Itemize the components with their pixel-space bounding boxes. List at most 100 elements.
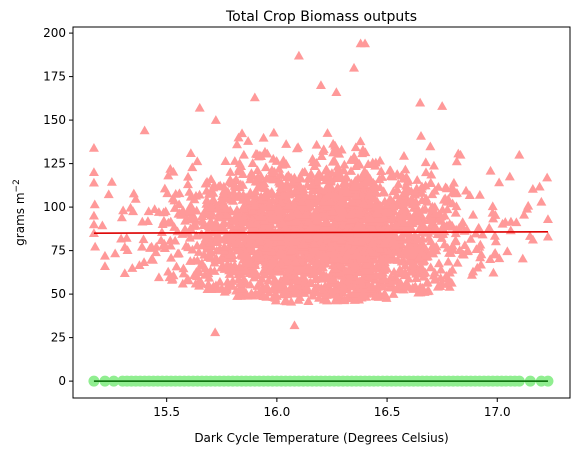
- triangle-point: [281, 274, 292, 283]
- triangle-point: [110, 248, 121, 258]
- triangle-point: [385, 165, 396, 175]
- triangle-point: [305, 277, 316, 287]
- triangle-point: [502, 246, 513, 256]
- triangle-point: [393, 179, 404, 188]
- triangle-point: [436, 264, 447, 274]
- triangle-point: [382, 263, 393, 273]
- triangle-point: [444, 267, 455, 277]
- triangle-point: [255, 236, 266, 246]
- triangle-point: [414, 252, 425, 262]
- triangle-point: [292, 236, 303, 246]
- triangle-point: [198, 216, 209, 226]
- triangle-point: [312, 175, 323, 185]
- triangle-point: [351, 247, 362, 257]
- triangle-point: [99, 261, 110, 271]
- triangle-point: [400, 186, 411, 195]
- x-tick-label: 16.0: [264, 405, 291, 419]
- triangle-point: [293, 294, 304, 304]
- triangle-point: [343, 265, 354, 275]
- triangle-point: [430, 222, 441, 231]
- triangle-point: [234, 189, 245, 199]
- triangle-point: [406, 193, 417, 203]
- triangle-point: [160, 206, 171, 216]
- triangle-point: [210, 327, 221, 337]
- triangle-point: [177, 278, 188, 288]
- triangle-point: [106, 177, 117, 186]
- triangle-point: [374, 244, 385, 253]
- triangle-point: [286, 282, 297, 291]
- triangle-point: [275, 246, 286, 256]
- triangle-point: [366, 221, 377, 231]
- y-axis-title: grams m−2: [12, 179, 27, 246]
- triangle-point: [182, 179, 193, 189]
- triangle-point: [206, 247, 217, 257]
- y-axis-title-text: grams m: [13, 192, 27, 245]
- triangle-point: [471, 244, 482, 254]
- triangle-point: [170, 235, 181, 245]
- triangle-point: [381, 255, 392, 264]
- triangle-point: [425, 141, 436, 151]
- triangle-point: [103, 189, 114, 199]
- triangle-point: [163, 266, 174, 276]
- triangle-point: [256, 171, 267, 181]
- triangle-point: [350, 178, 361, 188]
- triangle-point: [456, 220, 467, 230]
- triangle-point: [243, 136, 254, 145]
- triangle-point: [413, 233, 424, 242]
- triangle-point: [505, 216, 516, 226]
- triangle-point: [405, 255, 416, 265]
- triangle-point: [237, 128, 248, 138]
- triangle-point: [178, 263, 189, 273]
- triangle-point: [211, 222, 222, 232]
- triangle-point: [387, 237, 398, 246]
- triangle-point: [417, 205, 428, 214]
- triangle-point: [346, 166, 357, 175]
- triangle-point: [367, 237, 378, 247]
- triangle-point: [322, 128, 333, 137]
- triangle-point: [534, 181, 545, 191]
- triangle-point: [527, 183, 538, 193]
- triangle-point: [235, 278, 246, 288]
- triangle-point: [192, 240, 203, 250]
- chart-title: Total Crop Biomass outputs: [225, 9, 417, 25]
- triangle-point: [388, 289, 399, 298]
- triangle-point: [523, 200, 534, 210]
- triangle-point: [426, 214, 437, 224]
- triangle-point: [406, 214, 417, 224]
- plot-area-frame: [72, 26, 571, 399]
- triangle-point: [189, 194, 200, 204]
- triangle-point: [447, 240, 458, 250]
- triangle-point: [200, 178, 211, 188]
- triangle-point: [174, 188, 185, 198]
- triangle-point: [263, 202, 274, 211]
- triangle-point: [174, 199, 185, 209]
- triangle-point: [150, 247, 161, 257]
- triangle-point: [447, 182, 458, 192]
- triangle-point: [224, 269, 235, 278]
- triangle-point: [283, 195, 294, 204]
- triangle-point: [450, 235, 461, 244]
- triangle-point: [353, 229, 364, 238]
- triangle-point: [305, 191, 316, 200]
- triangle-point: [354, 206, 365, 216]
- triangle-point: [274, 178, 285, 188]
- y-axis: 0 25 50 75 100 125 150 175 200: [43, 26, 73, 388]
- triangle-point: [291, 286, 302, 296]
- triangle-point: [233, 166, 244, 176]
- triangle-point: [450, 188, 461, 198]
- triangle-point: [360, 233, 371, 242]
- triangle-point: [350, 259, 361, 268]
- triangle-point: [309, 266, 320, 275]
- triangle-point: [183, 275, 194, 285]
- x-axis-title: Dark Cycle Temperature (Degrees Celsius): [194, 431, 448, 445]
- triangle-point: [168, 166, 179, 176]
- triangle-point: [206, 284, 217, 293]
- triangle-point: [420, 157, 431, 167]
- triangle-point: [194, 267, 205, 277]
- triangle-point: [383, 223, 394, 233]
- triangle-point: [216, 283, 227, 293]
- triangle-point: [159, 183, 170, 193]
- triangle-point: [139, 257, 150, 266]
- triangle-point: [261, 222, 272, 232]
- triangle-point: [278, 288, 289, 298]
